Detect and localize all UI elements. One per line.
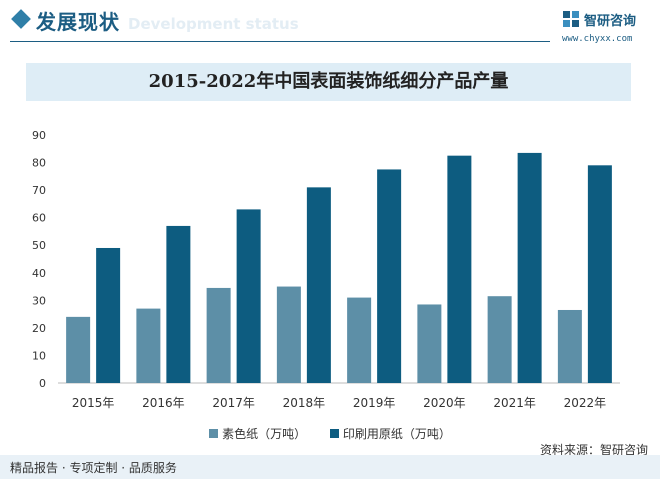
x-tick-label: 2017年: [212, 396, 255, 410]
legend-swatch-printing-base-paper: [329, 429, 339, 438]
bar-printing-base-paper: [517, 152, 542, 383]
y-tick-label: 30: [32, 294, 46, 307]
bar-plain-paper: [276, 286, 301, 383]
bar-printing-base-paper: [96, 247, 121, 383]
diamond-icon: [11, 9, 31, 29]
bar-printing-base-paper: [447, 155, 472, 383]
y-tick-label: 60: [32, 212, 46, 225]
x-tick-label: 2019年: [353, 396, 396, 410]
section-subtitle: Development status: [128, 15, 299, 33]
y-tick-label: 70: [32, 184, 46, 197]
bar-plain-paper: [487, 296, 512, 383]
bar-plain-paper: [66, 316, 91, 383]
legend-item-plain-paper: 素色纸（万吨）: [209, 425, 306, 442]
x-tick-label: 2022年: [564, 396, 607, 410]
x-tick-label: 2018年: [283, 396, 326, 410]
source-note: 资料来源：智研咨询: [539, 443, 648, 457]
x-tick-label: 2015年: [72, 396, 115, 410]
footer-bar: 精品报告 · 专项定制 · 品质服务: [0, 455, 660, 479]
bar-printing-base-paper: [377, 169, 402, 383]
section-title: 发展现状: [36, 10, 120, 34]
chart-title: 2015-2022年中国表面装饰纸细分产品产量: [26, 63, 631, 101]
logo-text: 智研咨询: [584, 14, 637, 29]
header-divider: [10, 41, 550, 42]
bar-printing-base-paper: [587, 165, 612, 383]
y-tick-label: 40: [32, 267, 46, 280]
y-tick-label: 0: [39, 377, 46, 390]
bar-chart: 0 10 20 30 40 50 60 70 80 90 2015年 2016年 2017年 2018年 2…: [32, 129, 620, 410]
bar-printing-base-paper: [166, 225, 191, 383]
logo-icon: [563, 11, 579, 27]
bar-plain-paper: [417, 304, 442, 383]
legend: 素色纸（万吨） 印刷用原纸（万吨）: [0, 425, 660, 442]
y-tick-label: 80: [32, 157, 46, 170]
bar-plain-paper: [347, 297, 372, 383]
x-tick-label: 2021年: [493, 396, 536, 410]
bar-plain-paper: [206, 287, 231, 383]
y-tick-label: 90: [32, 129, 46, 142]
bar-plain-paper: [136, 308, 161, 383]
y-tick-label: 10: [32, 349, 46, 362]
bar-printing-base-paper: [306, 187, 331, 383]
legend-label-printing-base-paper: 印刷用原纸（万吨）: [342, 427, 451, 441]
bar-plain-paper: [557, 309, 582, 383]
y-tick-label: 20: [32, 322, 46, 335]
legend-swatch-plain-paper: [209, 429, 219, 438]
legend-label-plain-paper: 素色纸（万吨）: [222, 427, 307, 441]
y-tick-label: 50: [32, 239, 46, 252]
x-tick-label: 2016年: [142, 396, 185, 410]
bar-printing-base-paper: [236, 209, 261, 383]
legend-item-printing-base-paper: 印刷用原纸（万吨）: [329, 425, 451, 442]
footer-text: 精品报告 · 专项定制 · 品质服务: [10, 461, 177, 475]
header: 发展现状 Development status 智研咨询 www.chyxx.c…: [0, 0, 660, 52]
x-tick-label: 2020年: [423, 396, 466, 410]
logo-url: www.chyxx.com: [562, 34, 633, 44]
